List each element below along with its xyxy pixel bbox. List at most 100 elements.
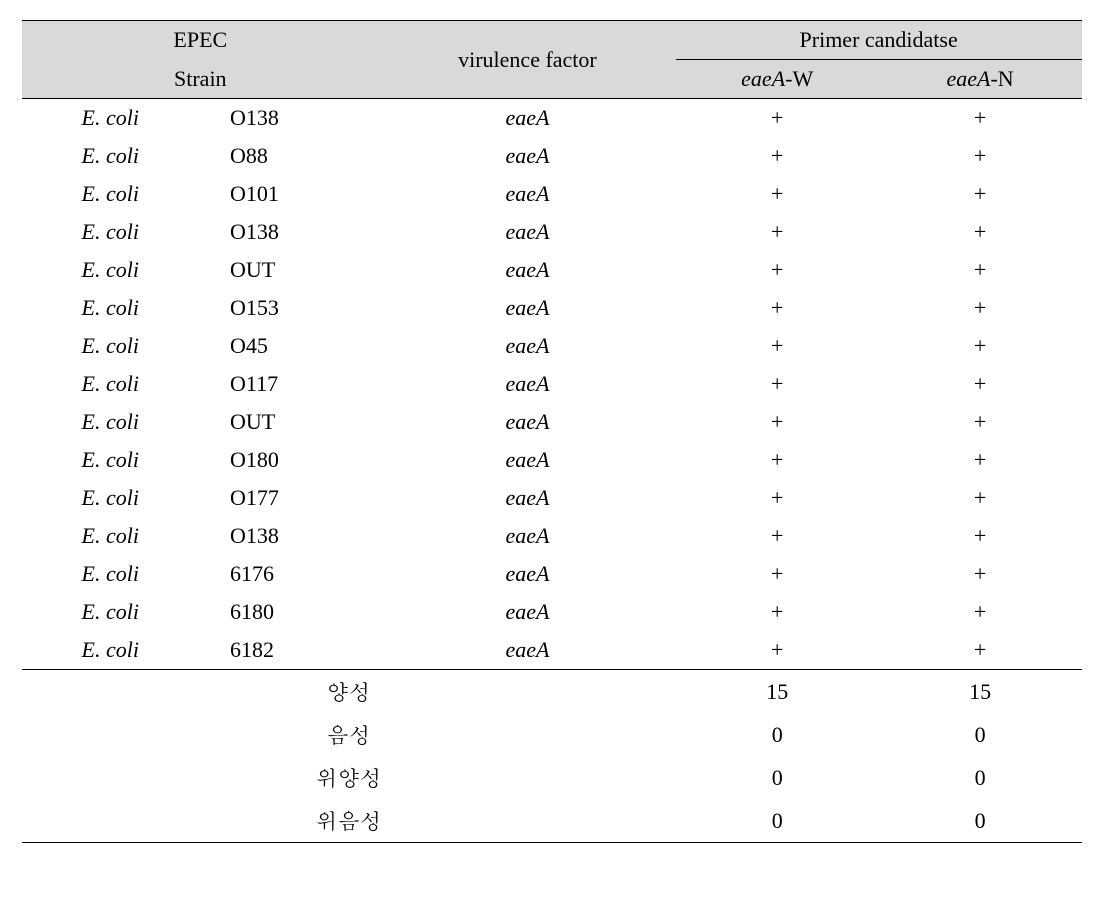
table-row: E. coliO138eaeA++ xyxy=(22,99,1082,138)
cell-strain: O153 xyxy=(220,289,379,327)
cell-virulence-factor: eaeA xyxy=(379,99,676,138)
cell-virulence-factor: eaeA xyxy=(379,213,676,251)
cell-species: E. coli xyxy=(22,213,221,251)
cell-primer-w: + xyxy=(676,137,879,175)
table-row: E. coli6182eaeA++ xyxy=(22,631,1082,670)
primer-w-suffix: -W xyxy=(785,66,813,91)
cell-virulence-factor: eaeA xyxy=(379,479,676,517)
summary-value-w: 0 xyxy=(676,756,879,799)
summary-row: 위양성00 xyxy=(22,756,1082,799)
summary-value-n: 0 xyxy=(879,799,1082,843)
cell-primer-n: + xyxy=(879,137,1082,175)
cell-primer-w: + xyxy=(676,365,879,403)
summary-value-w: 0 xyxy=(676,799,879,843)
table-header: EPEC virulence factor Primer candidatse … xyxy=(22,21,1082,99)
cell-strain: 6182 xyxy=(220,631,379,670)
cell-primer-n: + xyxy=(879,365,1082,403)
cell-strain: O45 xyxy=(220,327,379,365)
table-footer: 양성1515음성00위양성00위음성00 xyxy=(22,670,1082,843)
cell-primer-w: + xyxy=(676,441,879,479)
cell-species: E. coli xyxy=(22,99,221,138)
cell-strain: O138 xyxy=(220,517,379,555)
cell-strain: O117 xyxy=(220,365,379,403)
cell-primer-w: + xyxy=(676,593,879,631)
table-row: E. coli6176eaeA++ xyxy=(22,555,1082,593)
summary-value-n: 15 xyxy=(879,670,1082,714)
cell-species: E. coli xyxy=(22,631,221,670)
summary-value-w: 0 xyxy=(676,713,879,756)
summary-value-w: 15 xyxy=(676,670,879,714)
summary-label: 위양성 xyxy=(22,756,676,799)
cell-virulence-factor: eaeA xyxy=(379,403,676,441)
header-primer-w: eaeA-W xyxy=(676,60,879,99)
cell-primer-w: + xyxy=(676,251,879,289)
table-row: E. coliOUTeaeA++ xyxy=(22,251,1082,289)
cell-primer-n: + xyxy=(879,517,1082,555)
cell-primer-n: + xyxy=(879,175,1082,213)
summary-value-n: 0 xyxy=(879,713,1082,756)
summary-label: 양성 xyxy=(22,670,676,714)
table-row: E. coliO45eaeA++ xyxy=(22,327,1082,365)
cell-species: E. coli xyxy=(22,289,221,327)
cell-virulence-factor: eaeA xyxy=(379,631,676,670)
cell-species: E. coli xyxy=(22,175,221,213)
cell-primer-n: + xyxy=(879,593,1082,631)
cell-primer-n: + xyxy=(879,403,1082,441)
header-primer-candidates: Primer candidatse xyxy=(676,21,1082,60)
table-row: E. coli6180eaeA++ xyxy=(22,593,1082,631)
summary-row: 위음성00 xyxy=(22,799,1082,843)
cell-species: E. coli xyxy=(22,441,221,479)
cell-primer-n: + xyxy=(879,555,1082,593)
cell-strain: O180 xyxy=(220,441,379,479)
cell-primer-w: + xyxy=(676,631,879,670)
cell-primer-n: + xyxy=(879,631,1082,670)
summary-label: 음성 xyxy=(22,713,676,756)
cell-primer-w: + xyxy=(676,555,879,593)
table-row: E. coliO180eaeA++ xyxy=(22,441,1082,479)
cell-virulence-factor: eaeA xyxy=(379,593,676,631)
cell-primer-w: + xyxy=(676,175,879,213)
cell-strain: O88 xyxy=(220,137,379,175)
table-row: E. coliO117eaeA++ xyxy=(22,365,1082,403)
epec-primer-table: EPEC virulence factor Primer candidatse … xyxy=(22,20,1082,843)
cell-primer-w: + xyxy=(676,327,879,365)
cell-primer-w: + xyxy=(676,289,879,327)
cell-species: E. coli xyxy=(22,517,221,555)
header-strain: Strain xyxy=(22,60,380,99)
cell-species: E. coli xyxy=(22,403,221,441)
primer-n-prefix: eaeA xyxy=(946,66,990,91)
cell-primer-w: + xyxy=(676,479,879,517)
cell-strain: O138 xyxy=(220,99,379,138)
cell-virulence-factor: eaeA xyxy=(379,555,676,593)
table-row: E. coliO88eaeA++ xyxy=(22,137,1082,175)
cell-virulence-factor: eaeA xyxy=(379,441,676,479)
data-table: EPEC virulence factor Primer candidatse … xyxy=(22,20,1082,843)
cell-primer-n: + xyxy=(879,99,1082,138)
table-row: E. coliOUTeaeA++ xyxy=(22,403,1082,441)
header-epec: EPEC xyxy=(22,21,380,60)
cell-species: E. coli xyxy=(22,327,221,365)
cell-virulence-factor: eaeA xyxy=(379,327,676,365)
cell-virulence-factor: eaeA xyxy=(379,289,676,327)
summary-label: 위음성 xyxy=(22,799,676,843)
summary-row: 양성1515 xyxy=(22,670,1082,714)
cell-primer-n: + xyxy=(879,213,1082,251)
table-row: E. coliO138eaeA++ xyxy=(22,517,1082,555)
cell-strain: OUT xyxy=(220,251,379,289)
cell-strain: OUT xyxy=(220,403,379,441)
cell-virulence-factor: eaeA xyxy=(379,137,676,175)
cell-species: E. coli xyxy=(22,593,221,631)
table-row: E. coliO101eaeA++ xyxy=(22,175,1082,213)
table-row: E. coliO177eaeA++ xyxy=(22,479,1082,517)
cell-species: E. coli xyxy=(22,365,221,403)
primer-w-prefix: eaeA xyxy=(741,66,785,91)
cell-species: E. coli xyxy=(22,251,221,289)
cell-virulence-factor: eaeA xyxy=(379,175,676,213)
primer-n-suffix: -N xyxy=(990,66,1013,91)
cell-primer-w: + xyxy=(676,213,879,251)
header-virulence-factor: virulence factor xyxy=(379,21,676,99)
cell-primer-n: + xyxy=(879,289,1082,327)
summary-row: 음성00 xyxy=(22,713,1082,756)
table-row: E. coliO138eaeA++ xyxy=(22,213,1082,251)
cell-species: E. coli xyxy=(22,479,221,517)
